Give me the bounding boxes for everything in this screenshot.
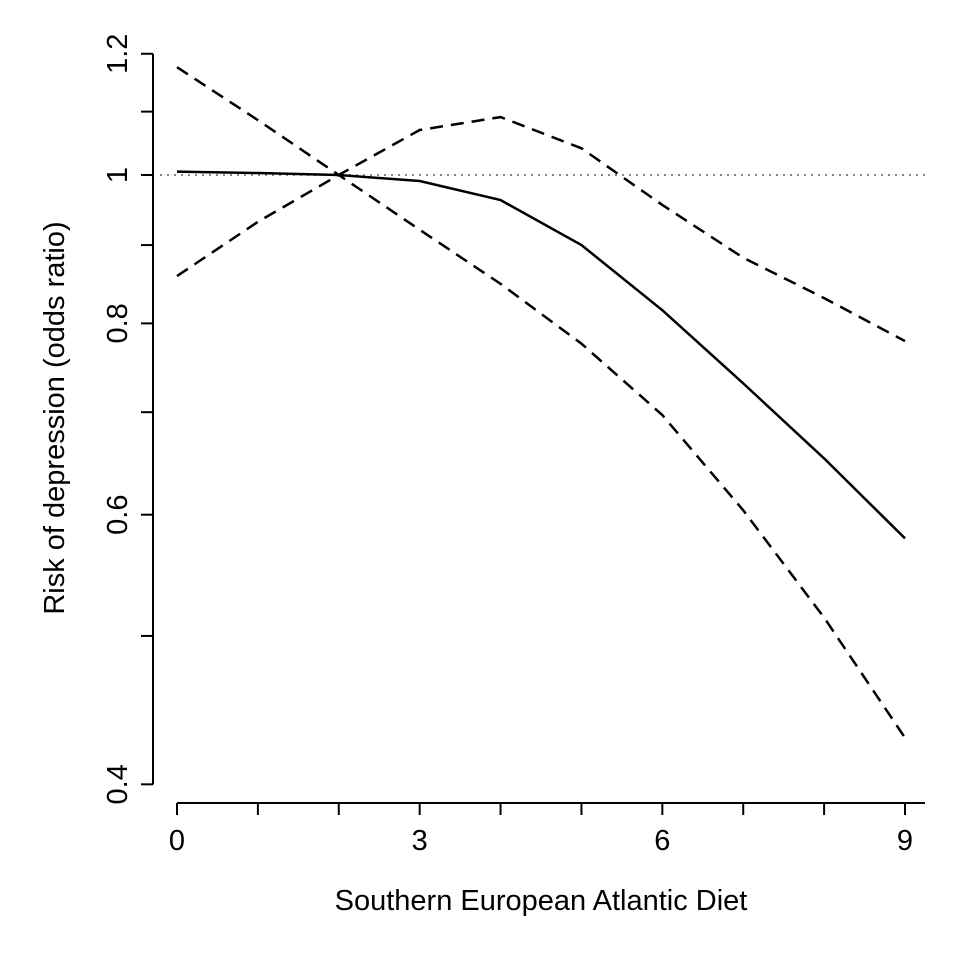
series-ci-line-1 <box>176 115 906 343</box>
plot-area <box>160 66 930 739</box>
x-axis-label: Southern European Atlantic Diet <box>335 885 748 917</box>
y-tick-label: 0.4 <box>102 764 134 804</box>
axes: 0.4 0.6 0.8 1 1.2 0 3 6 9 <box>102 34 925 857</box>
series-estimate-line <box>176 170 906 540</box>
y-tick-label: 0.6 <box>102 495 134 535</box>
y-tick-label: 0.8 <box>102 303 134 343</box>
x-tick-label: 6 <box>654 825 670 857</box>
x-tick-label: 9 <box>897 825 913 857</box>
y-tick-label: 1 <box>102 167 134 183</box>
x-tick-label: 0 <box>169 825 185 857</box>
y-tick-label: 1.2 <box>102 34 134 74</box>
series-ci-line-2 <box>176 66 907 739</box>
y-axis-label: Risk of depression (odds ratio) <box>39 221 71 614</box>
x-tick-label: 3 <box>412 825 428 857</box>
